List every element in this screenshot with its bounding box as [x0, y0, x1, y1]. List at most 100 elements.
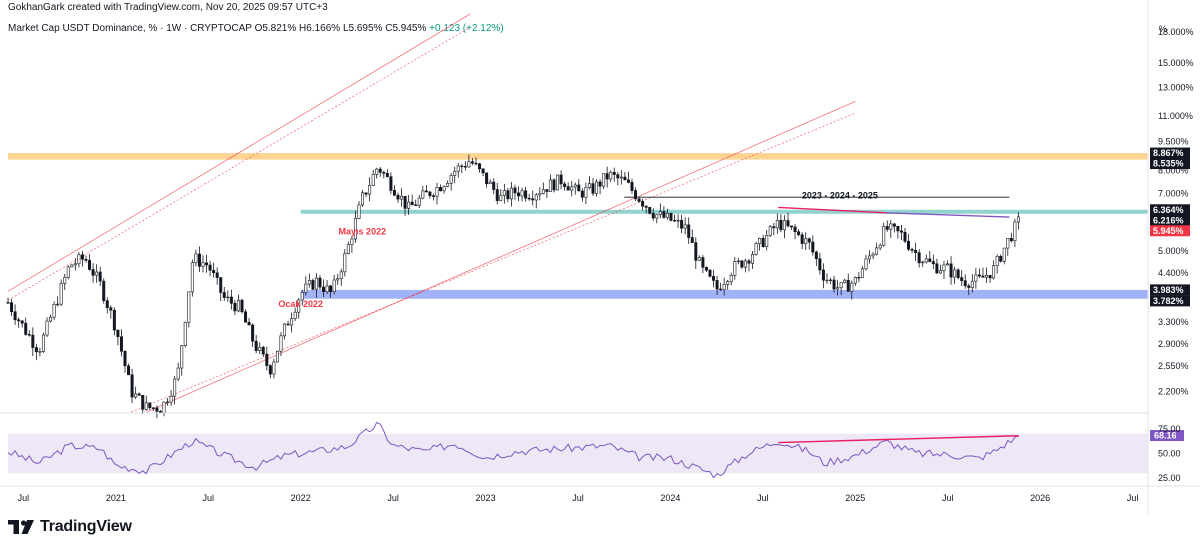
- resistance-zone[interactable]: [8, 153, 1148, 160]
- candle-body: [66, 266, 70, 278]
- x-tick-label: 2024: [660, 493, 680, 503]
- candle-body: [492, 181, 496, 190]
- candle-body: [821, 269, 825, 281]
- candle-body: [520, 190, 524, 197]
- x-tick-label: Jul: [942, 493, 954, 503]
- candle-body: [279, 335, 283, 352]
- brand[interactable]: TradingView: [8, 518, 132, 536]
- rsi-band: [8, 433, 1148, 474]
- candle-body: [229, 296, 233, 304]
- candle-body: [662, 211, 666, 218]
- price-label-badge: [1150, 225, 1190, 237]
- candle-body: [314, 277, 318, 290]
- candle-body: [346, 244, 350, 254]
- candle-body: [733, 261, 737, 276]
- candle-body: [488, 181, 492, 185]
- candle-body: [800, 234, 804, 244]
- candle-body: [254, 340, 258, 351]
- candle-body: [173, 378, 177, 397]
- candle-body: [793, 226, 797, 232]
- candle-body: [297, 299, 301, 313]
- candle-body: [208, 264, 212, 271]
- candle-body: [41, 334, 45, 352]
- candle-body: [382, 172, 386, 174]
- candle-body: [970, 280, 974, 288]
- price-label-badge: [1150, 147, 1190, 159]
- candle-body: [775, 219, 779, 229]
- candle-body: [329, 285, 333, 292]
- price-label-text: 8.535%: [1153, 159, 1184, 169]
- candle-body: [836, 287, 840, 290]
- price-trend-line[interactable]: [886, 212, 1010, 218]
- candle-body: [704, 267, 708, 271]
- candle-body: [715, 280, 719, 290]
- candle-body: [485, 172, 489, 185]
- candle-body: [634, 190, 638, 200]
- chart-annotation[interactable]: 2023 - 2024 - 2025: [802, 190, 878, 200]
- price-divergence-line[interactable]: [778, 206, 887, 214]
- price-label-text: 6.216%: [1153, 215, 1184, 225]
- candle-body: [137, 393, 141, 396]
- candle-body: [999, 256, 1003, 262]
- symbol-title[interactable]: Market Cap USDT Dominance, % · 1W · CRYP…: [8, 23, 252, 34]
- candle-body: [176, 367, 180, 380]
- price-label-badge: [1150, 295, 1190, 307]
- candle-body: [105, 300, 109, 308]
- candle-body: [102, 280, 106, 301]
- y-tick-label: 3.300%: [1158, 317, 1189, 327]
- candle-layer: [6, 154, 1020, 419]
- candle-body: [180, 345, 184, 369]
- candle-body: [619, 176, 623, 179]
- rsi-line[interactable]: [7, 421, 1019, 479]
- candle-body: [77, 254, 81, 265]
- channel-line[interactable]: [7, 13, 471, 292]
- y-tick-label: 18.000%: [1158, 27, 1194, 37]
- channel-line[interactable]: [7, 26, 471, 301]
- x-tick-label: Jul: [18, 493, 30, 503]
- candle-body: [967, 285, 971, 288]
- rsi-tick-label: 25.00: [1158, 473, 1181, 483]
- candle-body: [534, 194, 538, 201]
- candle-body: [626, 179, 630, 183]
- y-tick-label: 2.200%: [1158, 386, 1189, 396]
- candle-body: [95, 271, 99, 276]
- channel-line[interactable]: [146, 100, 856, 413]
- candle-body: [676, 219, 680, 222]
- candle-body: [722, 284, 726, 290]
- candle-body: [307, 280, 311, 285]
- candle-body: [59, 283, 63, 305]
- rsi-divergence-line[interactable]: [778, 434, 1019, 444]
- candle-body: [385, 173, 389, 177]
- mid-zone[interactable]: [300, 209, 1148, 214]
- candle-body: [779, 219, 783, 231]
- chart-annotation[interactable]: Mayıs 2022: [339, 227, 387, 237]
- candle-body: [797, 231, 801, 236]
- candle-body: [758, 237, 762, 244]
- candle-body: [10, 302, 14, 313]
- candle-body: [424, 190, 428, 193]
- candle-body: [853, 276, 857, 284]
- candle-body: [141, 395, 145, 410]
- candle-body: [368, 185, 372, 195]
- candle-body: [478, 163, 482, 170]
- candle-body: [850, 282, 854, 292]
- candle-body: [673, 220, 677, 222]
- ohlc-open: O5.821%: [254, 23, 297, 34]
- chart-annotation[interactable]: Ocak 2022: [278, 299, 323, 309]
- candle-body: [687, 224, 691, 238]
- candle-body: [293, 311, 297, 319]
- rsi-value-badge: [1150, 430, 1184, 442]
- y-tick-label: 7.000%: [1158, 188, 1189, 198]
- y-tick-label: 8.000%: [1158, 166, 1189, 176]
- x-tick-label: 2025: [845, 493, 865, 503]
- channel-line[interactable]: [131, 112, 856, 413]
- candle-body: [946, 263, 950, 266]
- y-tick-label: 5.000%: [1158, 246, 1189, 256]
- candle-body: [17, 319, 21, 322]
- candle-body: [339, 271, 343, 279]
- candle-body: [73, 263, 77, 266]
- candle-body: [311, 280, 315, 290]
- candle-body: [325, 285, 329, 292]
- candle-body: [697, 257, 701, 261]
